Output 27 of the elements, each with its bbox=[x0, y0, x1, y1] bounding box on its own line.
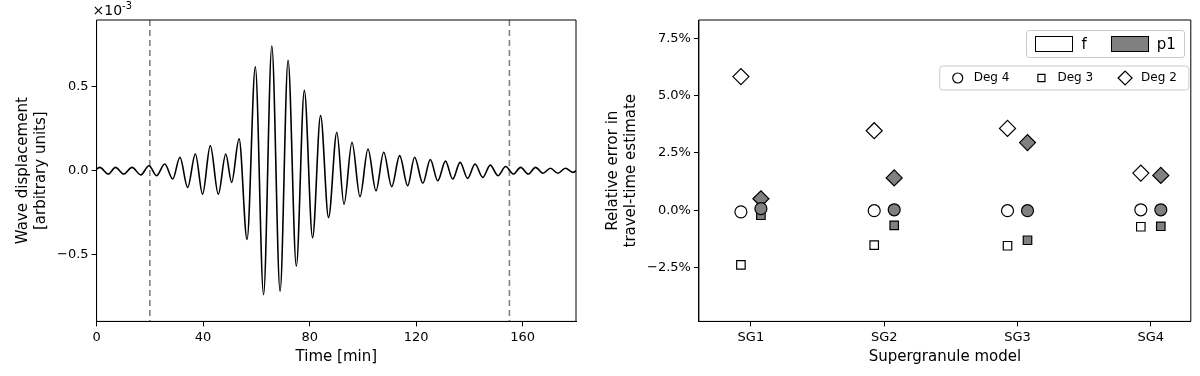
y-tick-label: 0.0 bbox=[67, 162, 89, 178]
x-tick-label: 80 bbox=[301, 328, 318, 344]
y-tick-label: −0.5 bbox=[56, 245, 89, 261]
fill-legend: f p1 bbox=[1026, 30, 1185, 58]
x-tick-label: SG3 bbox=[1004, 328, 1031, 344]
annotation: p1 bbox=[1156, 35, 1176, 53]
x-tick-label: 0 bbox=[92, 328, 101, 344]
x-tick-label: 40 bbox=[194, 328, 212, 344]
y-axis-title: Relative error in travel-time estimate bbox=[602, 93, 639, 248]
y-tick-label: 0.0% bbox=[657, 201, 691, 217]
x-tick-label: 120 bbox=[403, 328, 429, 344]
legend-label: Deg 4 bbox=[973, 70, 1010, 85]
x-axis-title: Time [min] bbox=[294, 346, 378, 365]
x-tick-label: SG2 bbox=[870, 328, 898, 344]
legend-label: Deg 2 bbox=[1141, 70, 1177, 85]
x-axis-title: Supergranule model bbox=[868, 346, 1022, 365]
y-tick-label: 5.0% bbox=[657, 87, 691, 103]
legend-label: Deg 3 bbox=[1057, 70, 1094, 85]
y-tick-label: 0.5 bbox=[67, 78, 89, 94]
annotation: f bbox=[1081, 35, 1087, 53]
y-tick-label: −2.5% bbox=[647, 258, 691, 274]
y-axis-title: Wave displacement [arbitrary units] bbox=[12, 97, 49, 245]
y-tick-label: 7.5% bbox=[657, 29, 691, 45]
y-tick-label: 2.5% bbox=[657, 144, 691, 160]
x-tick-label: 160 bbox=[510, 328, 536, 344]
x-tick-label: SG1 bbox=[737, 328, 765, 344]
x-tick-label: SG4 bbox=[1137, 328, 1165, 344]
